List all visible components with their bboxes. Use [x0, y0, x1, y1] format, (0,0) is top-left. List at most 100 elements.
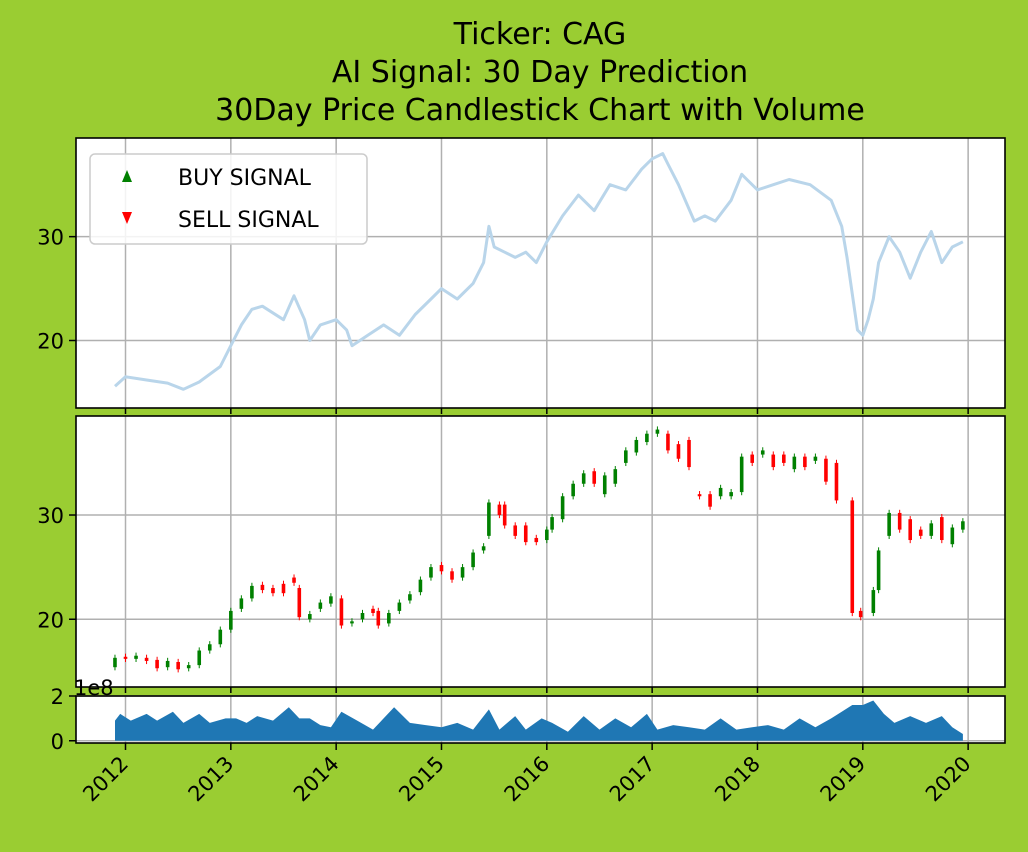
candle-body-28: [398, 603, 402, 611]
candle-body-67: [793, 457, 797, 470]
candle-plot-area: [76, 416, 1005, 687]
candle-body-54: [656, 430, 660, 434]
candle-body-61: [729, 492, 733, 496]
candle-body-33: [450, 571, 454, 579]
legend: BUY SIGNAL SELL SIGNAL: [90, 154, 367, 244]
candle-body-72: [850, 500, 854, 613]
candle-body-73: [859, 611, 863, 617]
candle-body-77: [898, 513, 902, 530]
candle-body-66: [782, 455, 786, 463]
candle-body-2: [134, 656, 138, 659]
candle-body-3: [145, 658, 149, 661]
candle-body-80: [929, 523, 933, 536]
chart-title-line-3: 30Day Price Candlestick Chart with Volum…: [215, 93, 865, 128]
candle-body-21: [329, 596, 333, 603]
candle-body-74: [872, 590, 876, 613]
candle-body-36: [482, 546, 486, 550]
candle-body-20: [319, 603, 323, 609]
candle-body-76: [887, 513, 891, 536]
candle-body-44: [550, 517, 554, 530]
volume-offset-label: 1e8: [74, 676, 114, 700]
candle-body-48: [592, 471, 596, 484]
candle-body-18: [297, 588, 301, 617]
candle-body-65: [771, 455, 775, 468]
candle-body-83: [961, 521, 965, 529]
candle-body-11: [229, 611, 233, 630]
candle-body-25: [371, 609, 375, 613]
candle-body-17: [292, 578, 296, 583]
xtick-label-2016: 2016: [500, 752, 555, 807]
xtick-label-2013: 2013: [184, 752, 239, 807]
volume-ytick-label-0: 0: [51, 730, 64, 754]
candle-body-29: [408, 594, 412, 600]
candle-body-9: [208, 644, 212, 650]
xtick-label-2020: 2020: [921, 752, 976, 807]
xtick-label-2019: 2019: [816, 752, 871, 807]
candle-body-0: [113, 658, 117, 667]
legend-label-sell: SELL SIGNAL: [178, 208, 319, 233]
candle-body-64: [761, 450, 765, 454]
candle-body-23: [350, 621, 354, 623]
candle-body-4: [155, 660, 159, 668]
legend-label-buy: BUY SIGNAL: [178, 166, 312, 191]
chart-title-line-2: AI Signal: 30 Day Prediction: [332, 55, 748, 90]
candle-body-19: [308, 614, 312, 619]
candle-ytick-label-20: 20: [37, 608, 64, 632]
xtick-label-2015: 2015: [394, 752, 449, 807]
candle-body-70: [824, 459, 828, 482]
candle-body-55: [666, 434, 670, 451]
candle-body-43: [545, 530, 549, 540]
candle-body-78: [908, 519, 912, 540]
candle-body-32: [440, 565, 444, 571]
xtick-label-2012: 2012: [78, 752, 133, 807]
candle-body-62: [740, 457, 744, 492]
candle-body-81: [940, 517, 944, 540]
candle-body-14: [261, 585, 265, 590]
candle-body-75: [877, 550, 881, 590]
candle-body-8: [197, 651, 201, 666]
candle-body-79: [919, 530, 923, 536]
candle-body-30: [419, 580, 423, 593]
candle-body-42: [534, 538, 538, 542]
candle-body-47: [582, 473, 586, 483]
candle-body-27: [387, 613, 391, 623]
candle-body-10: [219, 630, 223, 645]
candle-body-63: [750, 455, 754, 463]
candle-body-58: [698, 494, 702, 496]
candle-body-59: [708, 494, 712, 507]
candle-body-45: [561, 496, 565, 519]
candle-body-41: [524, 525, 528, 542]
candle-body-7: [187, 665, 191, 668]
candle-body-1: [124, 657, 128, 659]
candle-body-68: [803, 457, 807, 467]
chart-title-line-1: Ticker: CAG: [453, 17, 627, 52]
candle-body-6: [176, 662, 180, 669]
candle-body-16: [282, 584, 286, 593]
candle-body-49: [603, 475, 607, 494]
candle-body-24: [361, 613, 365, 619]
candle-body-51: [624, 450, 628, 463]
candle-body-50: [613, 469, 617, 484]
candle-body-35: [471, 553, 475, 568]
candle-body-46: [571, 484, 575, 497]
candle-body-39: [503, 505, 507, 526]
candle-body-53: [645, 434, 649, 442]
candle-body-13: [250, 586, 254, 599]
xtick-label-2017: 2017: [605, 752, 660, 807]
candle-body-40: [513, 525, 517, 535]
candle-body-38: [498, 505, 502, 515]
candle-body-15: [271, 588, 275, 593]
candle-body-52: [635, 440, 639, 453]
candle-body-57: [687, 440, 691, 467]
candle-body-56: [677, 444, 681, 459]
candle-body-22: [340, 598, 344, 625]
candle-body-5: [166, 661, 170, 667]
candle-body-34: [461, 567, 465, 577]
price-ytick-label-30: 30: [37, 226, 64, 250]
candle-body-71: [835, 463, 839, 501]
xtick-label-2018: 2018: [710, 752, 765, 807]
xtick-label-2014: 2014: [289, 752, 344, 807]
price-ytick-label-20: 20: [37, 330, 64, 354]
